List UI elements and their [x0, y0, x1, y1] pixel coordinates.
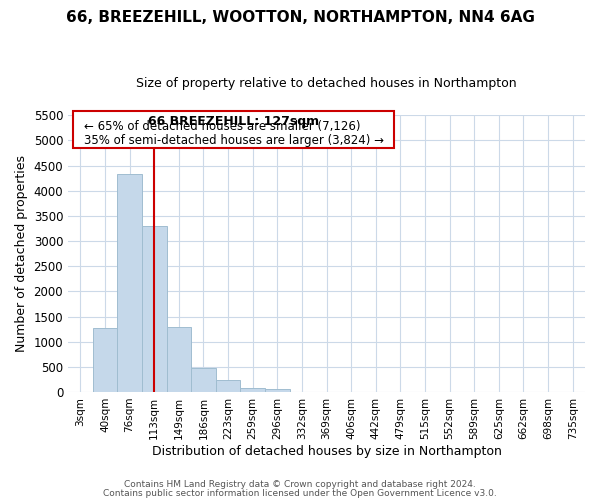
Text: Contains public sector information licensed under the Open Government Licence v3: Contains public sector information licen…: [103, 488, 497, 498]
Bar: [241, 388, 265, 392]
Bar: [117, 174, 142, 392]
Bar: [167, 327, 191, 392]
Bar: [191, 368, 216, 392]
X-axis label: Distribution of detached houses by size in Northampton: Distribution of detached houses by size …: [152, 444, 502, 458]
Text: 35% of semi-detached houses are larger (3,824) →: 35% of semi-detached houses are larger (…: [83, 134, 383, 147]
Y-axis label: Number of detached properties: Number of detached properties: [15, 155, 28, 352]
Text: ← 65% of detached houses are smaller (7,126): ← 65% of detached houses are smaller (7,…: [83, 120, 360, 134]
Text: Contains HM Land Registry data © Crown copyright and database right 2024.: Contains HM Land Registry data © Crown c…: [124, 480, 476, 489]
FancyBboxPatch shape: [73, 111, 394, 148]
Text: 66, BREEZEHILL, WOOTTON, NORTHAMPTON, NN4 6AG: 66, BREEZEHILL, WOOTTON, NORTHAMPTON, NN…: [65, 10, 535, 25]
Bar: [265, 390, 290, 392]
Title: Size of property relative to detached houses in Northampton: Size of property relative to detached ho…: [136, 78, 517, 90]
Bar: [92, 328, 117, 392]
Text: 66 BREEZEHILL: 127sqm: 66 BREEZEHILL: 127sqm: [148, 116, 319, 128]
Bar: [216, 380, 241, 392]
Bar: [142, 226, 167, 392]
